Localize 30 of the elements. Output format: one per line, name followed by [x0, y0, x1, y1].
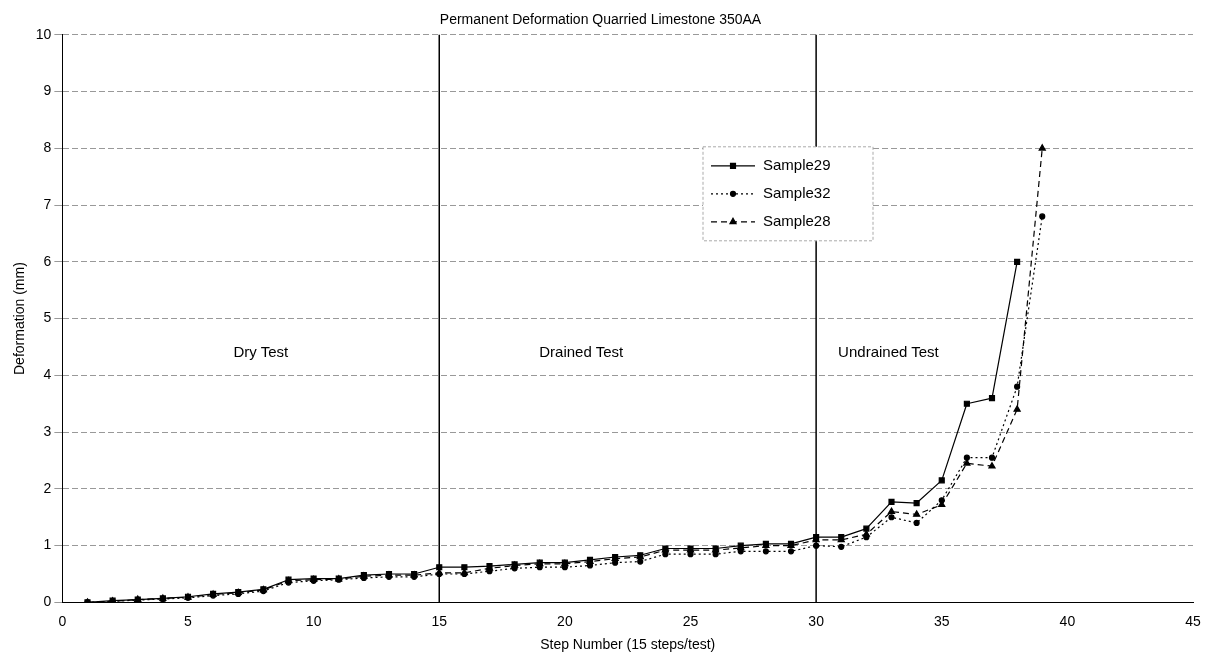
annotation: Dry Test	[233, 342, 290, 360]
y-tick-label: 0	[43, 593, 52, 610]
x-tick-label: 40	[1059, 612, 1076, 629]
annotation: Drained Test	[539, 342, 625, 360]
x-tick-label: 45	[1185, 612, 1201, 629]
y-tick-label: 1	[43, 536, 52, 553]
x-tick-label: 30	[808, 612, 825, 629]
y-tick-label: 7	[43, 195, 52, 212]
x-tick-label: 15	[431, 612, 448, 629]
y-tick-label: 5	[43, 309, 52, 326]
chart-title: Permanent Deformation Quarried Limestone 350AA	[439, 11, 762, 28]
y-tick-label: 8	[43, 139, 52, 156]
y-tick-label: 2	[43, 479, 52, 496]
y-tick-label: 10	[35, 25, 52, 42]
legend-label: Sample29	[763, 155, 831, 173]
y-tick-label: 9	[43, 82, 52, 99]
x-tick-label: 5	[184, 612, 193, 629]
y-tick-label: 3	[43, 422, 52, 439]
annotation: Undrained Test	[838, 342, 940, 360]
legend-label: Sample28	[763, 211, 831, 229]
x-tick-label: 20	[557, 612, 573, 629]
y-tick-label: 6	[43, 252, 52, 269]
x-tick-label: 10	[305, 612, 322, 629]
x-tick-label: 25	[682, 612, 699, 629]
x-tick-label: 35	[933, 612, 950, 629]
y-axis-title: Deformation (mm)	[11, 262, 28, 375]
x-tick-label: 0	[58, 612, 67, 629]
legend-label: Sample32	[763, 183, 831, 201]
x-axis-title: Step Number (15 steps/test)	[540, 636, 716, 653]
y-tick-label: 4	[43, 366, 52, 383]
